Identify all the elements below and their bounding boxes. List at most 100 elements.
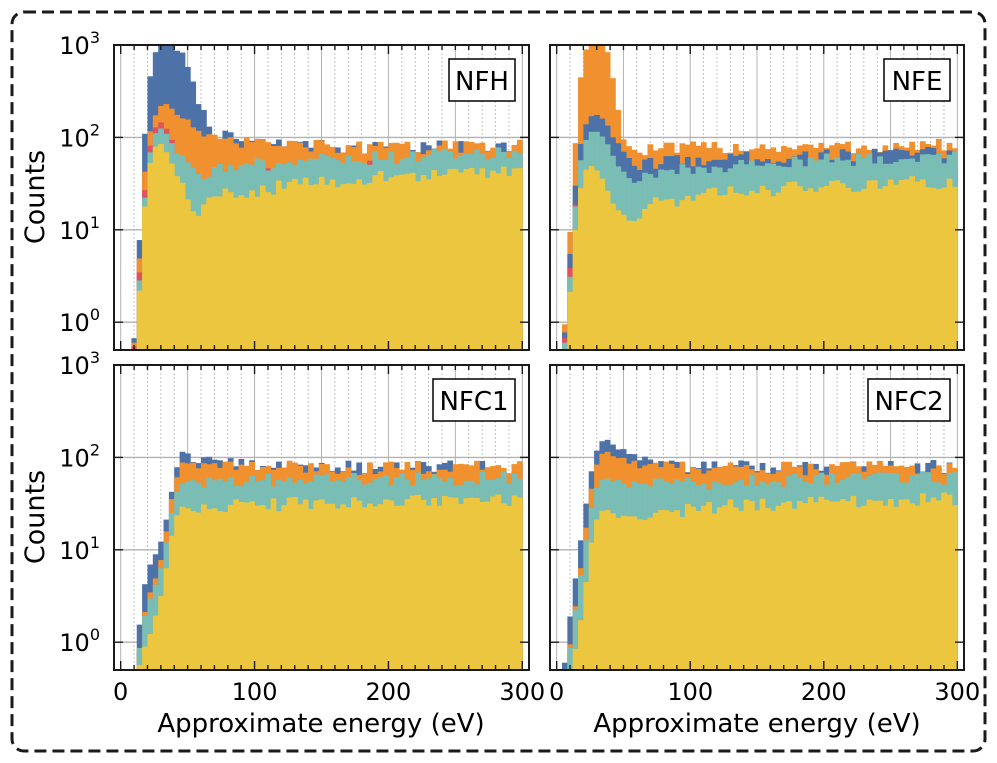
bar-yellow: [463, 498, 470, 670]
bar-yellow: [152, 146, 159, 350]
bar-yellow: [474, 497, 480, 670]
bar-yellow: [871, 500, 878, 670]
bar-yellow: [583, 169, 590, 350]
bar-yellow: [372, 506, 379, 670]
bar-yellow: [647, 517, 654, 670]
bar-yellow: [807, 188, 814, 350]
bar-yellow: [152, 615, 159, 670]
bar-yellow: [222, 188, 229, 350]
bar-yellow: [136, 665, 143, 670]
bar-yellow: [163, 152, 170, 350]
bar-yellow: [329, 503, 336, 670]
bar-yellow: [791, 508, 798, 670]
panel-label: NFE: [892, 67, 943, 97]
bar-yellow: [738, 510, 745, 670]
x-axis-label-right: Approximate energy (eV): [593, 709, 920, 739]
bar-yellow: [615, 517, 622, 670]
bar-yellow: [850, 191, 857, 350]
bar-yellow: [452, 497, 459, 670]
histogram-bars: [136, 451, 523, 670]
bar-yellow: [425, 505, 432, 670]
histogram-bars: [562, 45, 958, 350]
x-tick-label: 100: [232, 678, 278, 706]
bar-yellow: [578, 620, 584, 670]
bar-yellow: [297, 184, 304, 350]
bar-yellow: [567, 292, 574, 350]
bar-yellow: [324, 503, 330, 670]
bar-yellow: [743, 195, 750, 350]
bar-yellow: [227, 192, 234, 350]
bar-yellow: [388, 177, 395, 350]
panel-label: NFH: [455, 67, 509, 97]
bar-yellow: [484, 501, 491, 670]
bar-yellow: [516, 168, 523, 350]
bar-yellow: [695, 510, 702, 670]
bar-yellow: [738, 193, 745, 350]
bar-yellow: [479, 168, 486, 350]
panel-label: NFC1: [439, 387, 508, 417]
bar-yellow: [334, 508, 341, 670]
bar-yellow: [265, 509, 272, 670]
bar-yellow: [377, 504, 384, 670]
bar-yellow: [871, 180, 878, 350]
bar-yellow: [647, 204, 654, 350]
bar-yellow: [620, 515, 627, 670]
bar-yellow: [190, 211, 197, 350]
bar-yellow: [302, 499, 309, 670]
bar-yellow: [620, 214, 627, 350]
bar-yellow: [813, 191, 819, 350]
bar-yellow: [383, 499, 389, 670]
bar-yellow: [281, 505, 288, 670]
bar-yellow: [930, 187, 937, 350]
bar-yellow: [201, 504, 207, 670]
bar-yellow: [190, 511, 197, 670]
bar-yellow: [786, 181, 793, 350]
bar-yellow: [732, 192, 739, 350]
bar-yellow: [206, 197, 213, 350]
bar-yellow: [642, 208, 648, 350]
bar-yellow: [652, 512, 659, 670]
bar-yellow: [158, 143, 164, 350]
bar-yellow: [201, 204, 207, 350]
bar-blue: [136, 624, 143, 670]
bar-teal: [136, 647, 143, 670]
bar-yellow: [716, 195, 723, 350]
bar-yellow: [468, 167, 475, 350]
histogram-bars: [131, 45, 523, 350]
bar-yellow: [887, 179, 894, 350]
bar-yellow: [626, 220, 632, 350]
bar-yellow: [797, 500, 803, 670]
bar-yellow: [866, 180, 873, 350]
bar-yellow: [588, 166, 595, 350]
bar-yellow: [823, 499, 830, 670]
bar-yellow: [350, 497, 357, 670]
tick-marks: [114, 44, 529, 350]
series-yellow: [567, 166, 958, 350]
bar-yellow: [732, 507, 739, 670]
bar-yellow: [415, 181, 421, 350]
bar-yellow: [195, 215, 202, 350]
bar-yellow: [941, 187, 948, 350]
bar-yellow: [270, 498, 277, 670]
bar-teal: [572, 608, 579, 670]
bar-yellow: [770, 510, 777, 670]
bar-yellow: [877, 500, 883, 670]
bar-yellow: [946, 178, 953, 350]
bar-yellow: [388, 500, 395, 670]
bar-yellow: [690, 200, 696, 350]
bar-yellow: [903, 179, 910, 350]
bar-yellow: [238, 195, 245, 350]
bar-yellow: [594, 170, 600, 350]
bar-yellow: [583, 582, 590, 670]
panel-nfc2: 0 100 200 300 NFC2: [549, 364, 980, 706]
x-tick-label: 200: [366, 678, 412, 706]
bar-yellow: [727, 499, 734, 670]
bar-yellow: [919, 179, 926, 350]
bar-yellow: [716, 507, 723, 670]
bar-yellow: [711, 513, 718, 670]
panel-label-box: [448, 58, 516, 102]
bar-yellow: [516, 497, 523, 670]
bar-yellow: [313, 500, 320, 670]
bar-yellow: [345, 183, 352, 350]
bar-yellow: [695, 194, 702, 350]
